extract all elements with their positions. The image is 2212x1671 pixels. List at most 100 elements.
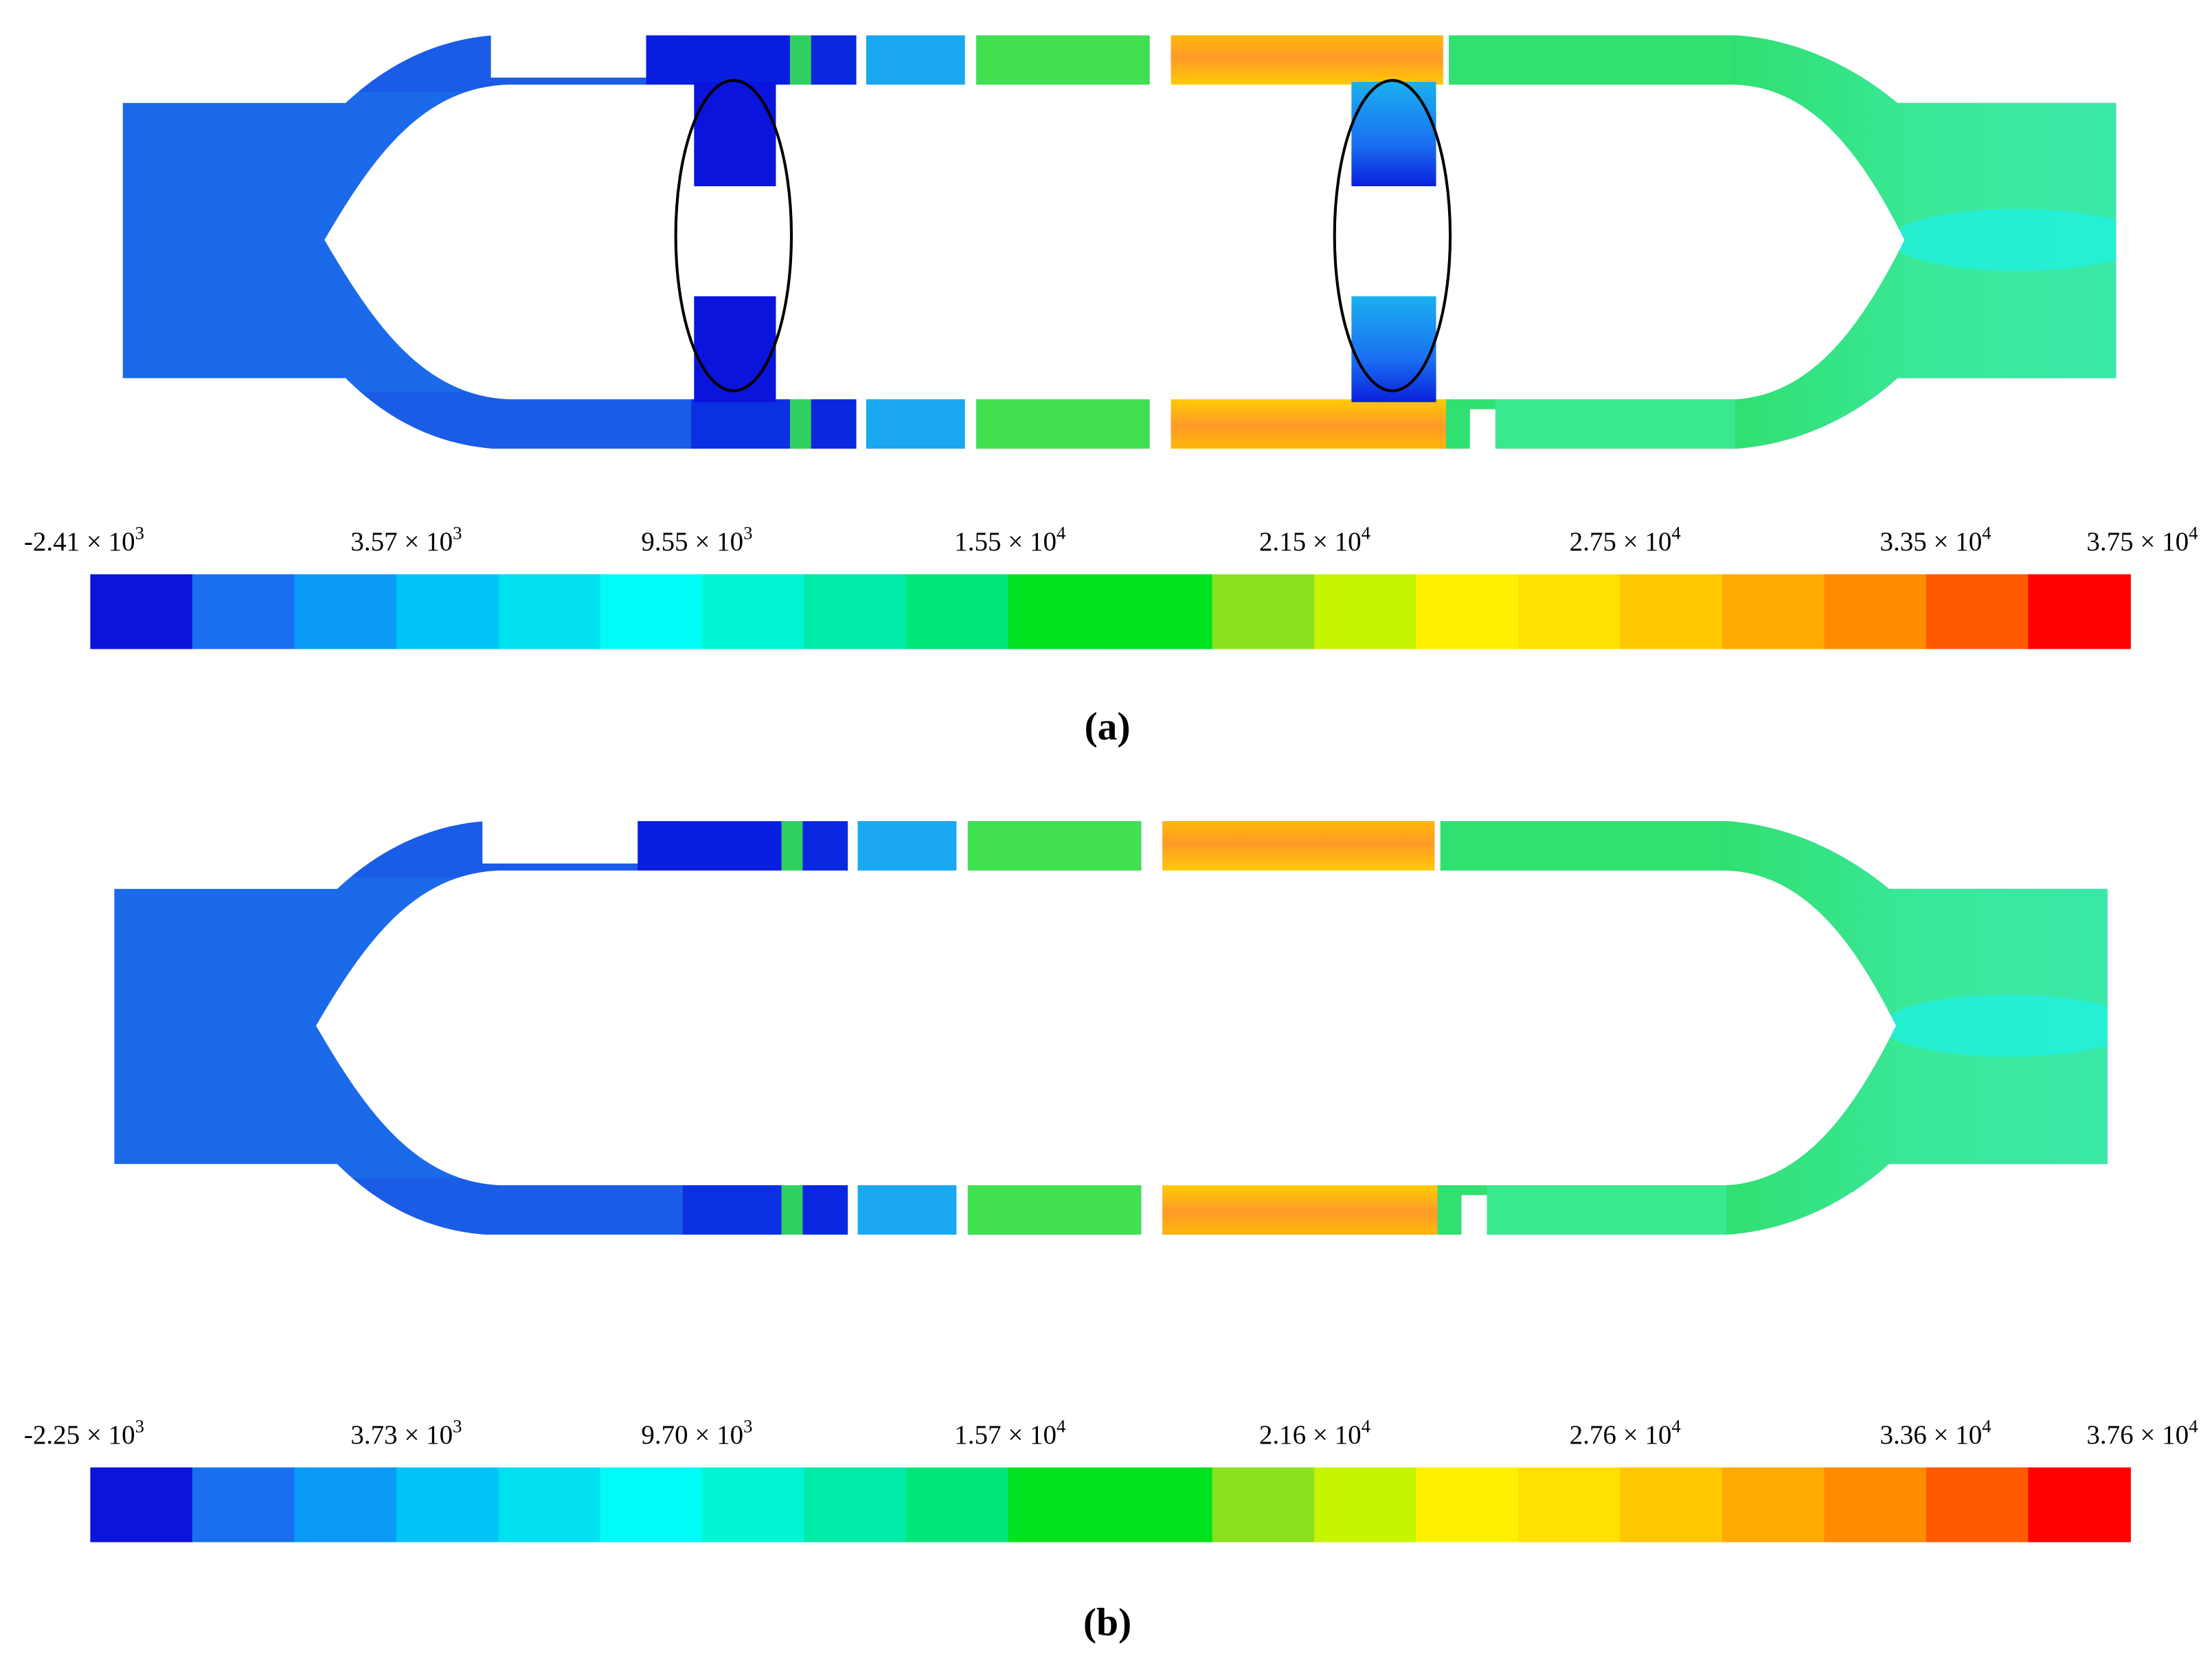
colorbar-segment xyxy=(804,574,907,649)
colorbar: -2.25 × 103 3.73 × 103 9.70 × 103 1.57 × 10… xyxy=(24,1415,2198,1543)
colorbar-segment xyxy=(498,1467,601,1543)
colorbar-segment xyxy=(1110,1467,1213,1543)
colorbar-segment xyxy=(804,1467,907,1543)
colorbar-label: 9.70 × 103 xyxy=(641,1415,752,1449)
highlight-ellipse xyxy=(674,78,793,392)
colorbar-segment xyxy=(702,1467,805,1543)
colorbar-label: 9.55 × 103 xyxy=(641,522,752,556)
colorbar-segment xyxy=(1620,1467,1724,1543)
label-power: 4 xyxy=(2189,522,2198,543)
label-power: 4 xyxy=(1982,522,1991,543)
colorbar-segment xyxy=(1416,1467,1520,1543)
label-power: 3 xyxy=(135,1415,144,1436)
label-mantissa: 2.76 × 10 xyxy=(1570,1420,1672,1450)
label-power: 3 xyxy=(453,522,462,543)
colorbar-segment xyxy=(1212,1467,1316,1543)
colorbar-segment xyxy=(906,1467,1009,1543)
baffle xyxy=(1351,82,1436,187)
colorbar-segment xyxy=(1824,574,1927,649)
label-mantissa: -2.41 × 10 xyxy=(24,527,135,557)
label-power: 3 xyxy=(135,522,144,543)
colorbar-label: 1.55 × 104 xyxy=(954,522,1065,556)
colorbar-segment xyxy=(2028,574,2131,649)
label-mantissa: 9.55 × 10 xyxy=(641,527,743,557)
colorbar-label: 2.76 × 104 xyxy=(1570,1415,1681,1449)
colorbar-segment xyxy=(90,1467,193,1543)
highlight-ellipse xyxy=(1333,78,1452,392)
label-mantissa: 2.16 × 10 xyxy=(1259,1420,1362,1450)
colorbar-segment xyxy=(1314,574,1417,649)
label-power: 3 xyxy=(743,1415,752,1436)
label-power: 4 xyxy=(1057,522,1065,543)
label-power: 3 xyxy=(453,1415,462,1436)
colorbar-segment xyxy=(600,574,703,649)
label-mantissa: 3.75 × 10 xyxy=(2086,527,2189,557)
colorbar-segment xyxy=(1416,574,1520,649)
contour-b xyxy=(104,814,2136,1252)
colorbar-segment xyxy=(396,1467,499,1543)
colorbar-segment xyxy=(600,1467,703,1543)
colorbar-label: 3.36 × 104 xyxy=(1880,1415,1991,1449)
colorbar-segment xyxy=(1008,1467,1111,1543)
colorbar-label: 3.35 × 104 xyxy=(1880,522,1991,556)
label-power: 4 xyxy=(1057,1415,1065,1436)
colorbar-label: -2.25 × 103 xyxy=(24,1415,144,1449)
contour-a xyxy=(113,28,2144,466)
colorbar-segment xyxy=(1212,574,1316,649)
colorbar-segment xyxy=(294,1467,397,1543)
colorbar-label: 3.76 × 104 xyxy=(2086,1415,2198,1449)
colorbar-label: 2.75 × 104 xyxy=(1570,522,1681,556)
colorbar-segment xyxy=(1518,574,1621,649)
label-mantissa: 1.55 × 10 xyxy=(954,527,1057,557)
label-mantissa: 3.76 × 10 xyxy=(2086,1420,2189,1450)
label-mantissa: 2.15 × 10 xyxy=(1259,527,1362,557)
colorbar-segment xyxy=(498,574,601,649)
colorbar-label: 2.16 × 104 xyxy=(1259,1415,1370,1449)
label-mantissa: 3.35 × 10 xyxy=(1880,527,1982,557)
colorbar-segment xyxy=(90,574,193,649)
colorbar: -2.41 × 103 3.57 × 103 9.55 × 103 1.55 × 10… xyxy=(24,522,2198,649)
label-power: 4 xyxy=(2189,1415,2198,1436)
colorbar-segment xyxy=(192,574,295,649)
colorbar-segment xyxy=(1314,1467,1417,1543)
label-mantissa: 3.36 × 10 xyxy=(1880,1420,1982,1450)
colorbar-segment xyxy=(192,1467,295,1543)
baffle xyxy=(694,296,776,403)
colorbar-label: 3.73 × 103 xyxy=(350,1415,462,1449)
colorbar-segment xyxy=(1620,574,1724,649)
colorbar-label: 1.57 × 104 xyxy=(954,1415,1065,1449)
baffle xyxy=(1351,296,1436,403)
label-power: 4 xyxy=(1362,522,1370,543)
colorbar-segment xyxy=(1824,1467,1927,1543)
colorbar-segment xyxy=(1926,1467,2029,1543)
colorbar-segment xyxy=(1008,574,1111,649)
colorbar-segment xyxy=(1110,574,1213,649)
label-power: 4 xyxy=(1362,1415,1370,1436)
label-mantissa: 1.57 × 10 xyxy=(954,1420,1057,1450)
colorbar-segment xyxy=(396,574,499,649)
colorbar-segment xyxy=(1722,1467,1825,1543)
label-power: 4 xyxy=(1671,1415,1680,1436)
label-mantissa: 2.75 × 10 xyxy=(1570,527,1672,557)
label-mantissa: 3.73 × 10 xyxy=(350,1420,453,1450)
colorbar-label: 3.57 × 103 xyxy=(350,522,462,556)
label-power: 3 xyxy=(743,522,752,543)
colorbar-segment xyxy=(1926,574,2029,649)
label-mantissa: 9.70 × 10 xyxy=(641,1420,743,1450)
label-mantissa: 3.57 × 10 xyxy=(350,527,453,557)
label-mantissa: -2.25 × 10 xyxy=(24,1420,135,1450)
colorbar-label: 3.75 × 104 xyxy=(2086,522,2198,556)
colorbar-segment xyxy=(1518,1467,1621,1543)
colorbar-label: 2.15 × 104 xyxy=(1259,522,1370,556)
panel-caption: (a) xyxy=(1085,705,1131,748)
colorbar-segment xyxy=(906,574,1009,649)
label-power: 4 xyxy=(1982,1415,1991,1436)
colorbar-segment xyxy=(2028,1467,2131,1543)
label-power: 4 xyxy=(1671,522,1680,543)
colorbar-label: -2.41 × 103 xyxy=(24,522,144,556)
colorbar-segment xyxy=(294,574,397,649)
colorbar-segment xyxy=(1722,574,1825,649)
colorbar-segment xyxy=(702,574,805,649)
